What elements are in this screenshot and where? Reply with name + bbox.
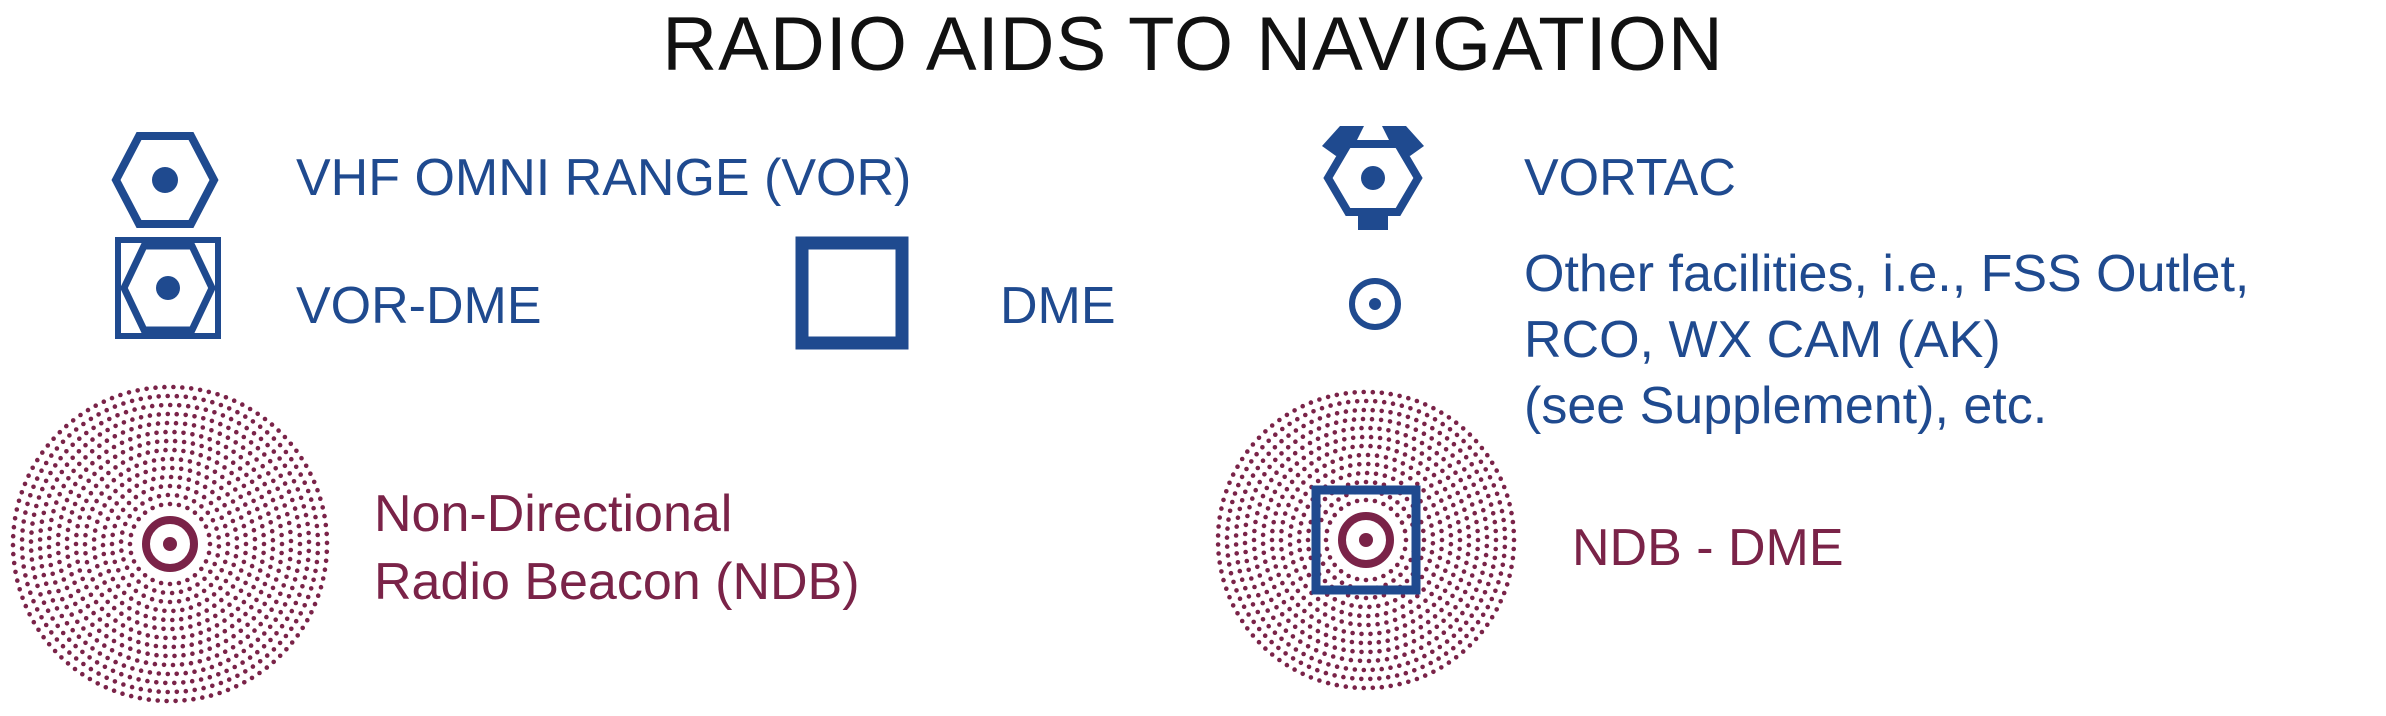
dme-square-icon — [795, 236, 909, 350]
ndb-dme-label: NDB - DME — [1572, 519, 1844, 577]
other-facilities-line-1: Other facilities, i.e., FSS Outlet, — [1524, 245, 2250, 303]
vortac-label: VORTAC — [1524, 149, 1736, 207]
ndb-dotted-circle-icon — [10, 384, 330, 704]
ndb-label-line-1: Non-Directional — [374, 485, 733, 543]
vortac-icon — [1322, 126, 1424, 230]
vor-hexagon-icon — [111, 132, 219, 228]
ndb-dme-icon — [1215, 389, 1517, 691]
other-facility-circle-icon — [1349, 278, 1401, 330]
ndb-label-line-2: Radio Beacon (NDB) — [374, 553, 860, 611]
vor-dme-icon — [115, 237, 221, 339]
dme-label: DME — [1000, 277, 1116, 335]
vor-label: VHF OMNI RANGE (VOR) — [296, 149, 912, 207]
other-facilities-line-3: (see Supplement), etc. — [1524, 377, 2048, 435]
vor-dme-label: VOR-DME — [296, 277, 542, 335]
page-title: RADIO AIDS TO NAVIGATION — [662, 2, 1724, 87]
other-facilities-line-2: RCO, WX CAM (AK) — [1524, 311, 2001, 369]
